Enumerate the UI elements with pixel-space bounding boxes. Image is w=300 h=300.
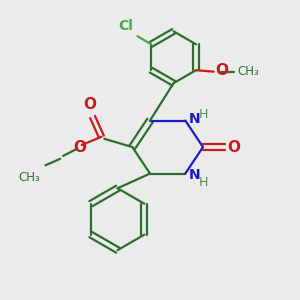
Text: Cl: Cl: [118, 19, 133, 33]
Text: H: H: [198, 108, 208, 121]
Text: H: H: [198, 176, 208, 189]
Text: O: O: [227, 140, 240, 154]
Text: O: O: [83, 97, 96, 112]
Text: O: O: [215, 63, 228, 78]
Text: O: O: [73, 140, 86, 154]
Text: N: N: [189, 168, 200, 182]
Text: CH₃: CH₃: [237, 65, 259, 78]
Text: CH₃: CH₃: [18, 171, 40, 184]
Text: N: N: [189, 112, 200, 126]
